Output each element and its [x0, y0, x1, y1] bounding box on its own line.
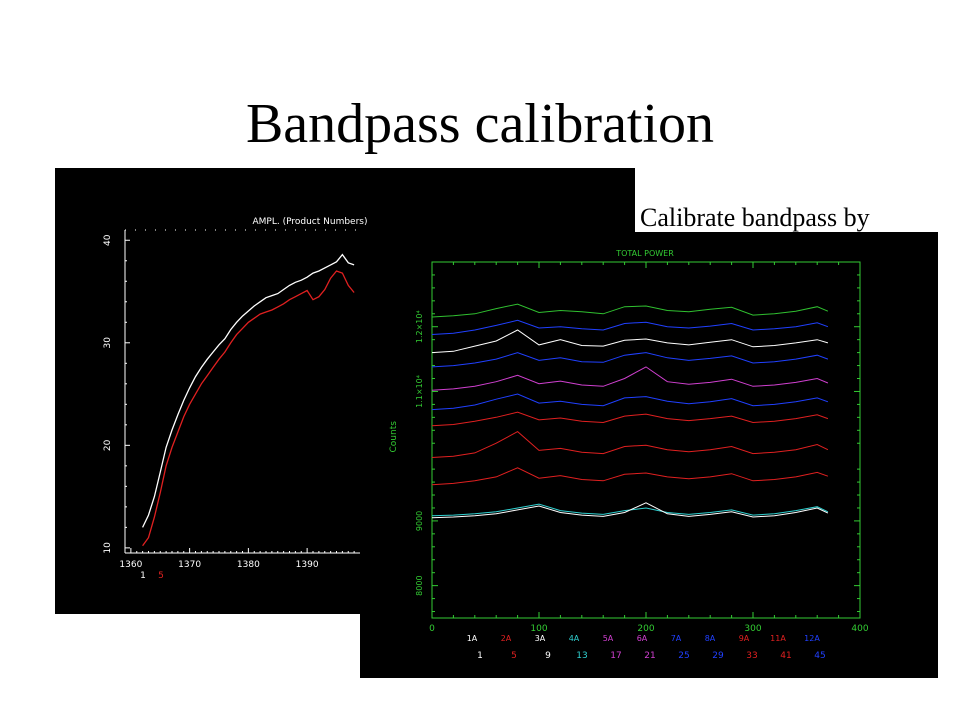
legend-row1-label: 1A	[467, 634, 478, 643]
y-tick-label: 8000	[415, 575, 424, 595]
legend-row2-label: 17	[610, 651, 621, 661]
power-series-2	[431, 319, 829, 335]
legend-row1-label: 8A	[705, 634, 716, 643]
x-tick-label: 1370	[178, 560, 201, 570]
x-tick-label: 1380	[237, 560, 260, 570]
legend-label: 5	[158, 571, 164, 581]
total-power-plot-panel: TOTAL POWER 0 100 200 300 400 8000 9000 1.1×10⁴ 1…	[360, 232, 938, 678]
legend-row2-label: 33	[746, 651, 757, 661]
legend-row1-label: 6A	[637, 634, 648, 643]
x-tick-label: 300	[744, 624, 761, 634]
power-series-11	[431, 502, 829, 519]
chart-title: AMPL. (Product Numbers)	[253, 217, 368, 227]
y-tick-label: 1.2×10⁴	[415, 310, 424, 343]
legend-row2-label: 9	[545, 651, 551, 661]
y-tick-label: 30	[103, 337, 113, 349]
power-series-7	[431, 411, 829, 427]
legend-row2-label: 25	[678, 651, 689, 661]
power-series-4	[431, 352, 829, 368]
y-axis-label: Counts	[389, 421, 399, 453]
x-tick-label: 1360	[119, 560, 142, 570]
legend-row1-label: 9A	[739, 634, 750, 643]
power-series-8	[431, 430, 829, 458]
amplitude-plot: AMPL. (Product Numbers) 1360 1370 1380 1390 1…	[103, 217, 368, 581]
y-tick-label: 40	[103, 234, 113, 246]
legend-row2-label: 41	[780, 651, 791, 661]
y-tick-label: 9000	[415, 511, 424, 531]
y-tick-label: 10	[103, 542, 113, 554]
legend-label: 1	[140, 571, 146, 581]
power-series-9	[431, 467, 829, 486]
slide-caption: Calibrate bandpass by	[640, 203, 870, 232]
power-series-5	[431, 366, 829, 391]
legend-row1-label: 5A	[603, 634, 614, 643]
legend-row2-label: 29	[712, 651, 724, 661]
power-series-1	[431, 303, 829, 318]
power-series-3	[431, 329, 829, 354]
x-tick-label: 100	[530, 624, 547, 634]
legend-row1-label: 11A	[770, 634, 786, 643]
slide-title: Bandpass calibration	[245, 93, 715, 155]
y-tick-label: 1.1×10⁴	[415, 375, 424, 408]
legend-row2-label: 45	[814, 651, 825, 661]
plot-frame	[431, 261, 861, 619]
total-power-plot: TOTAL POWER 0 100 200 300 400 8000 9000 1.1×10⁴ 1…	[389, 249, 869, 661]
x-tick-label: 0	[429, 624, 435, 634]
power-series-10	[431, 503, 829, 517]
y-tick-label: 20	[103, 439, 113, 451]
legend-row1-label: 12A	[804, 634, 820, 643]
legend-row1-label: 2A	[501, 634, 512, 643]
x-tick-label: 200	[637, 624, 654, 634]
amplitude-series-2	[142, 270, 355, 547]
legend-row2-label: 21	[644, 651, 655, 661]
amplitude-series-1	[142, 253, 355, 528]
chart-title: TOTAL POWER	[615, 249, 674, 258]
legend-row2-label: 13	[576, 651, 587, 661]
legend-row1-label: 4A	[569, 634, 580, 643]
legend-row1-label: 3A	[535, 634, 546, 643]
legend-row1-label: 7A	[671, 634, 682, 643]
x-tick-label: 1390	[296, 560, 319, 570]
legend-row2-label: 1	[477, 651, 483, 661]
power-series-6	[431, 393, 829, 411]
legend-row2-label: 5	[511, 651, 517, 661]
x-tick-label: 400	[851, 624, 868, 634]
